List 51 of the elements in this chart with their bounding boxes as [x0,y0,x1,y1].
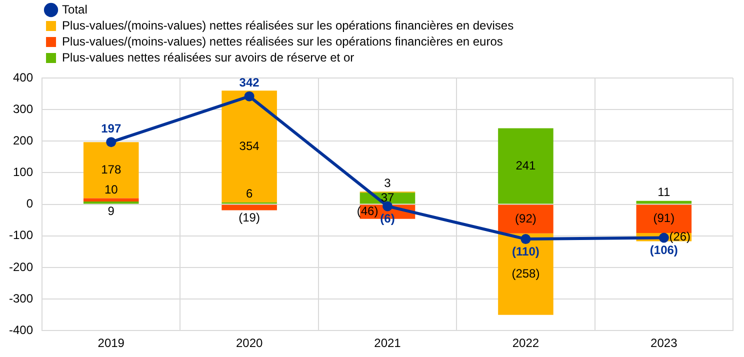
x-tick-label: 2023 [650,336,678,350]
x-tick-label: 2022 [512,336,540,350]
bar [498,233,554,315]
x-tick-label: 2021 [374,336,402,350]
data-label: 11 [658,185,670,200]
x-tick-label: 2020 [236,336,263,350]
x-tick-label: 2019 [98,336,125,350]
bar [83,201,139,204]
bar [636,200,692,204]
y-tick-label: 0 [26,196,34,211]
bar [222,90,277,202]
bar [498,128,554,204]
data-label: 9 [108,204,115,218]
bar [83,198,139,202]
point [106,137,116,148]
data-label: 6 [246,186,253,201]
legend-label: Plus-values/(moins-values) nettes réalisées sur les opérations financières en devises [62,18,514,32]
y-tick-label: 200 [12,133,34,148]
data-label: (19) [238,210,260,225]
data-label: 178 [101,162,122,177]
y-tick-label: -200 [8,260,34,274]
y-tick-label: -100 [8,228,34,242]
data-label: 3 [384,176,392,190]
data-label: 197 [101,121,122,136]
data-label: (91) [653,211,675,226]
data-label: 342 [239,76,260,90]
y-tick-label: 300 [12,102,34,116]
data-label: 354 [239,138,260,153]
bar [222,204,277,210]
data-label: 10 [104,182,118,197]
point [244,91,254,102]
data-label: (26) [669,229,691,244]
legend-label: Plus-values/(moins-values) nettes réalisées sur les opérations financières en euros [62,34,503,48]
data-label: (106) [650,243,678,258]
y-tick-label: 400 [12,70,34,84]
legend-label: Plus-values nettes réalisées sur avoirs de réserve et or [62,50,354,64]
data-label: (258) [512,266,540,280]
point [382,201,393,212]
point [658,232,669,243]
legend-label: Total [62,2,88,16]
bar [83,142,139,198]
y-tick-label: -400 [8,322,34,337]
bar [498,204,554,234]
y-tick-label: 100 [12,165,34,180]
data-label: (92) [515,211,536,226]
data-label: (110) [512,244,540,258]
y-tick-label: -300 [8,291,34,306]
point [520,234,531,244]
bar [636,204,692,234]
data-label: 241 [516,158,536,172]
data-label: 37 [380,190,395,205]
